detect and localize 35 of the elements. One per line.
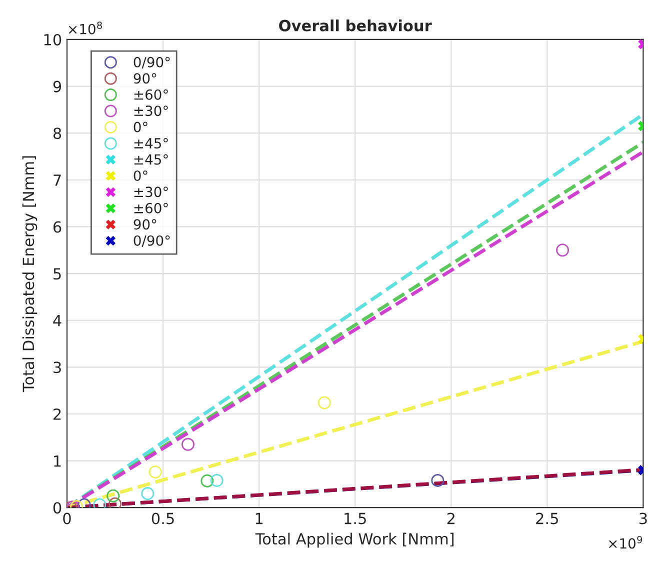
legend-label: 0° xyxy=(134,122,148,132)
legend-label: 0° xyxy=(134,170,148,181)
y-tick-label: 4 xyxy=(53,315,62,326)
legend-label: 90° xyxy=(134,219,156,230)
legend-label: ±45° xyxy=(134,154,168,165)
y-tick-label: 2 xyxy=(54,408,61,420)
legend-label: ±60° xyxy=(134,89,168,100)
x-axis-title: Total Applied Work [Nmm] xyxy=(255,532,454,548)
y-axis-title: Total Dissipated Energy [Nmm] xyxy=(22,156,38,392)
legend-label: 0/90° xyxy=(134,56,170,69)
y-tick-label: 8 xyxy=(53,128,62,140)
y-tick-label: 7 xyxy=(54,174,61,186)
x-tick-label: 3 xyxy=(640,512,647,524)
y-tick-label: 10 xyxy=(44,34,62,46)
text: ×10$^{9}$ xyxy=(608,536,642,549)
legend-label: ±60° xyxy=(134,202,168,214)
x-tick-label: 0 xyxy=(63,512,71,524)
y-tick-label: 1 xyxy=(54,455,61,467)
text: ×10$^{8}$ xyxy=(68,22,102,34)
legend-label: ±30° xyxy=(134,106,168,116)
chart-title: Overall behaviour xyxy=(279,20,432,32)
x-tick-label: 2.5 xyxy=(536,512,558,524)
x-tick-label: 0.5 xyxy=(152,512,174,524)
legend-label: ±45° xyxy=(134,138,168,149)
x-tick-label: 2 xyxy=(447,512,454,524)
y-tick-label: 9 xyxy=(53,80,62,92)
legend-label: 90° xyxy=(134,73,156,84)
y-tick-label: 6 xyxy=(53,221,62,233)
y-tick-label: 5 xyxy=(54,268,61,280)
legend-label: 0/90° xyxy=(134,235,170,247)
y-tick-label: 0 xyxy=(53,502,62,514)
y-tick-label: 3 xyxy=(54,362,61,374)
legend-label: ±30° xyxy=(134,186,168,198)
x-tick-label: 1.5 xyxy=(344,512,366,524)
x-tick-label: 1 xyxy=(256,512,263,524)
